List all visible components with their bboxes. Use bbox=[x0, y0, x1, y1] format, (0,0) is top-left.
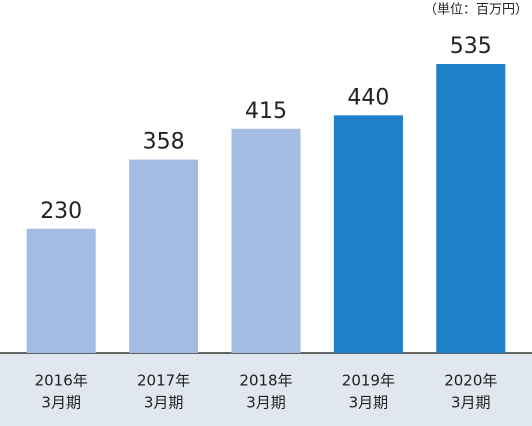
value-label: 415 bbox=[245, 99, 287, 124]
value-label: 535 bbox=[450, 34, 492, 59]
x-tick-label: 3月期 bbox=[349, 394, 389, 412]
bar bbox=[26, 228, 96, 353]
bar bbox=[231, 128, 301, 353]
x-tick-label: 3月期 bbox=[451, 394, 491, 412]
value-label: 440 bbox=[347, 85, 389, 110]
category-band bbox=[0, 353, 532, 426]
x-tick-label: 3月期 bbox=[144, 394, 184, 412]
x-tick-label: 3月期 bbox=[41, 394, 81, 412]
unit-label: （単位：百万円） bbox=[424, 2, 528, 18]
x-tick-label: 3月期 bbox=[246, 394, 286, 412]
x-tick-label: 2019年 bbox=[342, 372, 395, 390]
bar bbox=[129, 159, 199, 353]
value-label: 358 bbox=[143, 130, 185, 155]
x-tick-label: 2017年 bbox=[137, 372, 190, 390]
x-tick-label: 2016年 bbox=[35, 372, 88, 390]
value-label: 230 bbox=[40, 199, 82, 224]
x-tick-label: 2018年 bbox=[239, 372, 292, 390]
bar bbox=[436, 64, 506, 353]
x-tick-label: 2020年 bbox=[444, 372, 497, 390]
bar bbox=[333, 115, 403, 354]
